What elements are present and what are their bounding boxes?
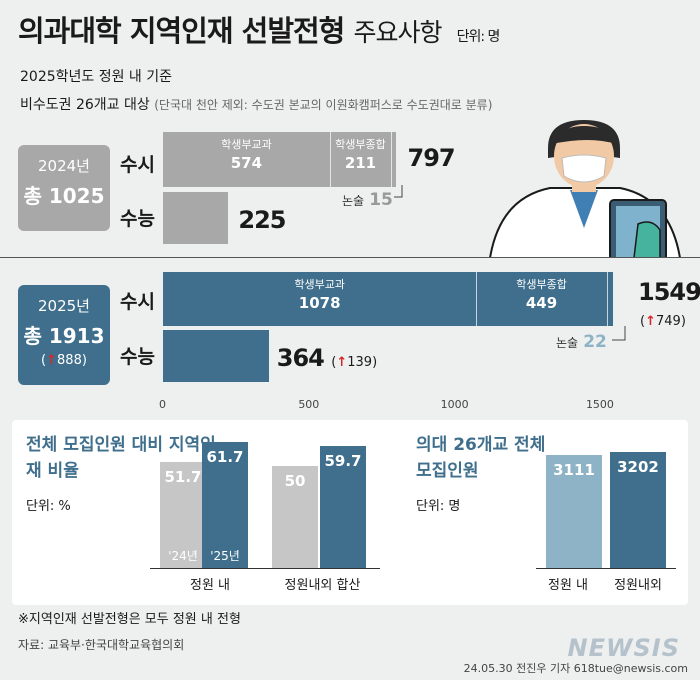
total-change: (↑888) xyxy=(41,353,87,368)
total-label: 총 1025 xyxy=(23,184,105,208)
segment-separator xyxy=(606,272,608,326)
ratio-category-label: 정원내외 합산 xyxy=(284,578,361,593)
row-label-suneung-2024: 수능 xyxy=(120,208,155,230)
x-tick-label: 1000 xyxy=(440,398,469,411)
doctor-illustration xyxy=(488,120,682,258)
nonsul-callout-2025: 논술 22 xyxy=(556,332,607,352)
bar-2024-susi-gyogwa: 학생부교과 574 xyxy=(163,132,330,187)
ratio-baseline xyxy=(150,568,380,569)
total-2025-susi: 1549 xyxy=(638,278,700,306)
change-2025-susi: (↑749) xyxy=(640,314,686,329)
bar-2024-suneung xyxy=(163,192,229,244)
change-2025-suneung: (↑139) xyxy=(331,355,378,370)
bar-2024-susi-jonghap: 학생부종합 211 xyxy=(329,132,392,187)
segment-label: 학생부교과 xyxy=(294,278,345,291)
total-baseline xyxy=(536,568,676,569)
year-label: 2025년 xyxy=(38,297,90,315)
nonsul-value: 15 xyxy=(369,190,393,210)
row-label-susi-2025: 수시 xyxy=(120,291,155,313)
total-2024-suneung: 225 xyxy=(238,206,286,234)
segment-separator xyxy=(329,132,331,187)
bar-2025-susi-nonsul xyxy=(606,272,614,326)
bar-2025-susi-gyogwa: 학생부교과 1078 xyxy=(163,272,477,326)
nonsul-leader-line xyxy=(394,185,403,198)
series-label: '24년 xyxy=(168,548,198,563)
segment-value: 211 xyxy=(344,154,377,172)
total-bar-jeongwonnae: 3111 xyxy=(546,455,602,568)
ratio-bar-24-jeongwonnae: 51.7 '24년 xyxy=(160,462,206,568)
ratio-bar-25-hapsan: 59.7 xyxy=(320,446,366,568)
up-arrow-icon: ↑ xyxy=(645,314,656,329)
bar-2024-susi-nonsul xyxy=(391,132,396,187)
ratio-bar-25-jeongwonnae: 61.7 '25년 xyxy=(202,442,248,568)
nonsul-leader-line-2025 xyxy=(612,326,626,341)
year-badge-2025: 2025년 총 1913 (↑888) xyxy=(18,285,110,385)
credit: 24.05.30 전진우 기자 618tue@newsis.com xyxy=(463,662,688,675)
segment-separator xyxy=(391,132,393,187)
bar-2025-suneung xyxy=(163,330,269,382)
total-chart-title: 의대 26개교 전체 모집인원 xyxy=(416,435,546,481)
row-label-suneung-2025: 수능 xyxy=(120,346,155,368)
total-category-label: 정원내외 xyxy=(614,578,662,593)
segment-label: 학생부종합 xyxy=(516,278,567,291)
subtitle-note: (단국대 천안 제외: 수도권 본교의 이원화캠퍼스로 수도권대로 분류) xyxy=(154,98,493,112)
subtitle-scope: 비수도권 26개교 대상 (단국대 천안 제외: 수도권 본교의 이원화캠퍼스로… xyxy=(20,97,493,113)
nonsul-label: 논술 xyxy=(342,194,365,208)
subtitle-basis: 2025학년도 정원 내 기준 xyxy=(20,69,173,85)
total-2025-suneung: 364 (↑139) xyxy=(276,344,378,372)
segment-value: 574 xyxy=(230,154,263,172)
ratio-bar-24-hapsan: 50 xyxy=(272,465,318,568)
segment-value: 449 xyxy=(525,294,558,312)
ratio-chart-title: 전체 모집인원 대비 지역인재 비율 xyxy=(26,435,216,481)
source: 자료: 교육부·한국대학교육협의회 xyxy=(18,638,185,652)
divider-line xyxy=(0,257,700,258)
year-badge-2024: 2024년 총 1025 xyxy=(18,145,110,231)
x-tick-label: 0 xyxy=(159,398,166,411)
row-label-susi-2024: 수시 xyxy=(120,154,155,176)
bar-2025-susi-jonghap: 학생부종합 449 xyxy=(476,272,607,326)
series-label: '25년 xyxy=(210,549,240,563)
x-tick-label: 500 xyxy=(298,398,320,411)
nonsul-callout-2024: 논술 15 xyxy=(342,190,393,210)
segment-label: 학생부교과 xyxy=(221,138,272,151)
total-category-label: 정원 내 xyxy=(547,578,588,593)
total-2024-susi: 797 xyxy=(407,144,456,172)
nonsul-value: 22 xyxy=(583,332,607,352)
up-arrow-icon: ↑ xyxy=(336,355,348,370)
ratio-category-label: 정원 내 xyxy=(189,578,230,593)
ratio-chart-unit: 단위: % xyxy=(26,499,71,514)
segment-value: 1078 xyxy=(298,294,341,312)
total-bar-jeongwonnaeoe: 3202 xyxy=(610,452,666,568)
footnote: ※지역인재 선발전형은 모두 정원 내 전형 xyxy=(18,612,241,627)
year-label: 2024년 xyxy=(38,157,90,175)
total-label: 총 1913 xyxy=(23,324,105,348)
newsis-logo: NEWSIS xyxy=(567,634,680,662)
segment-separator xyxy=(476,272,478,326)
title-unit: 단위: 명 xyxy=(456,29,501,45)
nonsul-label: 논술 xyxy=(556,336,579,350)
title-light: 주요사항 xyxy=(353,18,442,47)
up-arrow-icon: ↑ xyxy=(46,353,58,368)
total-chart-unit: 단위: 명 xyxy=(416,499,461,514)
segment-label: 학생부종합 xyxy=(335,138,386,151)
x-tick-label: 1500 xyxy=(585,398,614,411)
page-title: 의과대학 지역인재 선발전형 주요사항 단위: 명 xyxy=(18,14,501,48)
